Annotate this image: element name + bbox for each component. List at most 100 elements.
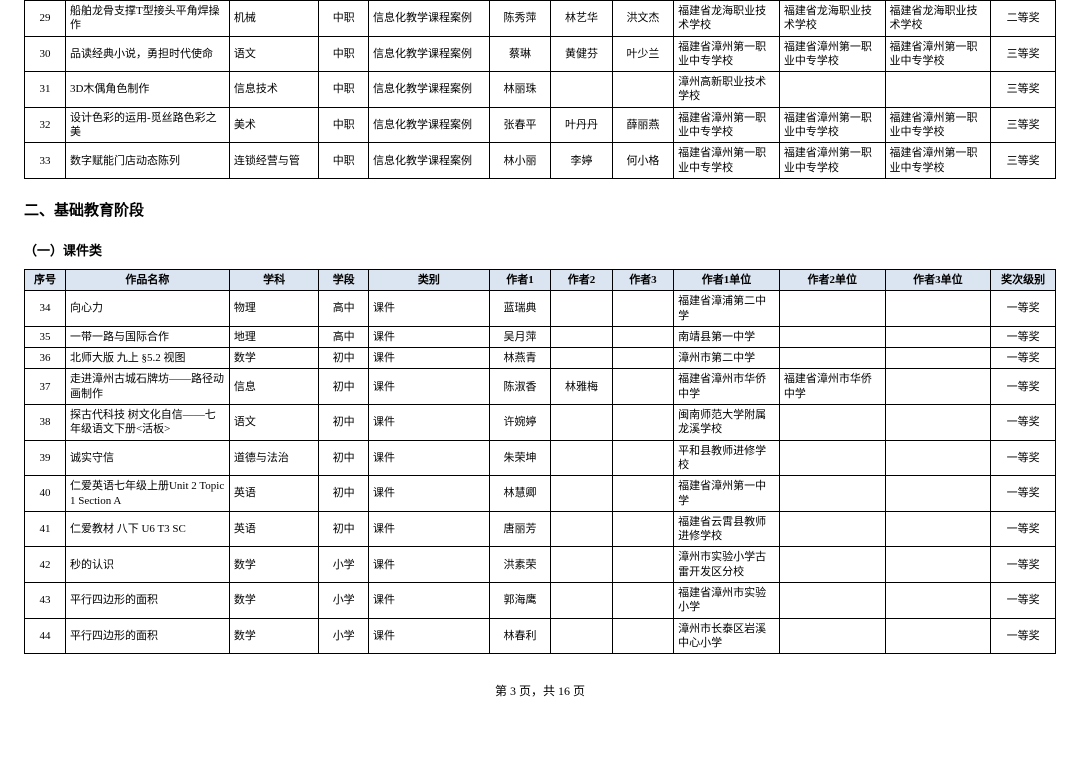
cell-u1: 福建省漳州第一职业中专学校 <box>674 143 780 179</box>
cell-a1: 林慧卿 <box>489 476 550 512</box>
cell-u2 <box>779 291 885 327</box>
cell-u2: 福建省漳州第一职业中专学校 <box>779 143 885 179</box>
cell-category: 课件 <box>368 511 489 547</box>
cell-u3 <box>885 72 991 108</box>
cell-u1: 福建省云霄县教师进修学校 <box>674 511 780 547</box>
cell-award: 一等奖 <box>991 326 1056 347</box>
cell-subject: 地理 <box>229 326 319 347</box>
cell-award: 三等奖 <box>991 107 1056 143</box>
cell-u3: 福建省漳州第一职业中专学校 <box>885 36 991 72</box>
cell-title: 设计色彩的运用-觅丝路色彩之美 <box>65 107 229 143</box>
cell-a2 <box>551 440 612 476</box>
cell-u2 <box>779 72 885 108</box>
table-row: 38探古代科技 树文化自信——七年级语文下册<活板>语文初中课件许婉婷闽南师范大… <box>25 405 1056 441</box>
section-2-title: 二、基础教育阶段 <box>24 179 1056 232</box>
cell-u3: 福建省漳州第一职业中专学校 <box>885 107 991 143</box>
cell-award: 一等奖 <box>991 405 1056 441</box>
cell-u1: 平和县教师进修学校 <box>674 440 780 476</box>
table-row: 39诚实守信道德与法治初中课件朱荣坤平和县教师进修学校一等奖 <box>25 440 1056 476</box>
cell-award: 一等奖 <box>991 369 1056 405</box>
cell-u2 <box>779 440 885 476</box>
cell-award: 二等奖 <box>991 1 1056 37</box>
table-row: 30品读经典小说，勇担时代使命语文中职信息化教学课程案例蔡琳黄健芬叶少兰福建省漳… <box>25 36 1056 72</box>
cell-category: 课件 <box>368 583 489 619</box>
cell-subject: 数学 <box>229 583 319 619</box>
cell-u1: 福建省漳州市实验小学 <box>674 583 780 619</box>
cell-idx: 43 <box>25 583 66 619</box>
cell-a3 <box>612 291 673 327</box>
cell-subject: 语文 <box>229 405 319 441</box>
col-author3: 作者3 <box>612 269 673 290</box>
cell-stage: 小学 <box>319 547 369 583</box>
cell-u2: 福建省漳州第一职业中专学校 <box>779 107 885 143</box>
cell-category: 课件 <box>368 291 489 327</box>
cell-u1: 福建省漳州市华侨中学 <box>674 369 780 405</box>
cell-u1: 闽南师范大学附属龙溪学校 <box>674 405 780 441</box>
cell-a2 <box>551 476 612 512</box>
cell-idx: 31 <box>25 72 66 108</box>
cell-award: 三等奖 <box>991 36 1056 72</box>
top-table: 29船舶龙骨支撑T型接头平角焊操作机械中职信息化教学课程案例陈秀萍林艺华洪文杰福… <box>24 0 1056 179</box>
cell-title: 平行四边形的面积 <box>65 583 229 619</box>
table-row: 34向心力物理高中课件蓝瑞典福建省漳浦第二中学一等奖 <box>25 291 1056 327</box>
cell-category: 课件 <box>368 440 489 476</box>
col-subject: 学科 <box>229 269 319 290</box>
cell-a1: 郭海鹰 <box>489 583 550 619</box>
cell-idx: 39 <box>25 440 66 476</box>
cell-u2 <box>779 583 885 619</box>
cell-idx: 44 <box>25 618 66 654</box>
cell-idx: 40 <box>25 476 66 512</box>
cell-a3 <box>612 326 673 347</box>
cell-a1: 蓝瑞典 <box>489 291 550 327</box>
cell-u3 <box>885 618 991 654</box>
cell-subject: 机械 <box>229 1 319 37</box>
cell-a2: 林艺华 <box>551 1 612 37</box>
bottom-table: 序号 作品名称 学科 学段 类别 作者1 作者2 作者3 作者1单位 作者2单位… <box>24 269 1056 654</box>
cell-a3 <box>612 476 673 512</box>
cell-stage: 高中 <box>319 291 369 327</box>
cell-u1: 福建省漳州第一中学 <box>674 476 780 512</box>
cell-idx: 35 <box>25 326 66 347</box>
cell-u3 <box>885 369 991 405</box>
cell-u1: 福建省漳浦第二中学 <box>674 291 780 327</box>
cell-a2 <box>551 405 612 441</box>
cell-a2: 黄健芬 <box>551 36 612 72</box>
cell-a2 <box>551 511 612 547</box>
cell-stage: 初中 <box>319 369 369 405</box>
cell-subject: 语文 <box>229 36 319 72</box>
cell-category: 课件 <box>368 369 489 405</box>
cell-a1: 林丽珠 <box>489 72 550 108</box>
cell-u1: 漳州高新职业技术学校 <box>674 72 780 108</box>
cell-stage: 小学 <box>319 583 369 619</box>
cell-category: 课件 <box>368 618 489 654</box>
cell-a3: 洪文杰 <box>612 1 673 37</box>
cell-a1: 陈淑香 <box>489 369 550 405</box>
cell-idx: 41 <box>25 511 66 547</box>
cell-idx: 32 <box>25 107 66 143</box>
cell-idx: 36 <box>25 348 66 369</box>
cell-u2: 福建省漳州第一职业中专学校 <box>779 36 885 72</box>
cell-stage: 中职 <box>319 107 369 143</box>
col-unit3: 作者3单位 <box>885 269 991 290</box>
col-unit2: 作者2单位 <box>779 269 885 290</box>
header-row: 序号 作品名称 学科 学段 类别 作者1 作者2 作者3 作者1单位 作者2单位… <box>25 269 1056 290</box>
table-row: 313D木偶角色制作信息技术中职信息化教学课程案例林丽珠漳州高新职业技术学校三等… <box>25 72 1056 108</box>
cell-u3: 福建省漳州第一职业中专学校 <box>885 143 991 179</box>
cell-u2: 福建省漳州市华侨中学 <box>779 369 885 405</box>
cell-a3 <box>612 583 673 619</box>
cell-idx: 34 <box>25 291 66 327</box>
cell-stage: 初中 <box>319 440 369 476</box>
cell-category: 课件 <box>368 405 489 441</box>
col-author1: 作者1 <box>489 269 550 290</box>
cell-award: 一等奖 <box>991 511 1056 547</box>
cell-a3 <box>612 511 673 547</box>
cell-subject: 数学 <box>229 547 319 583</box>
cell-u1: 漳州市长泰区岩溪中心小学 <box>674 618 780 654</box>
cell-a1: 洪素荣 <box>489 547 550 583</box>
cell-award: 一等奖 <box>991 547 1056 583</box>
cell-stage: 中职 <box>319 143 369 179</box>
cell-stage: 初中 <box>319 511 369 547</box>
cell-stage: 中职 <box>319 1 369 37</box>
cell-stage: 高中 <box>319 326 369 347</box>
cell-u1: 福建省漳州第一职业中专学校 <box>674 107 780 143</box>
